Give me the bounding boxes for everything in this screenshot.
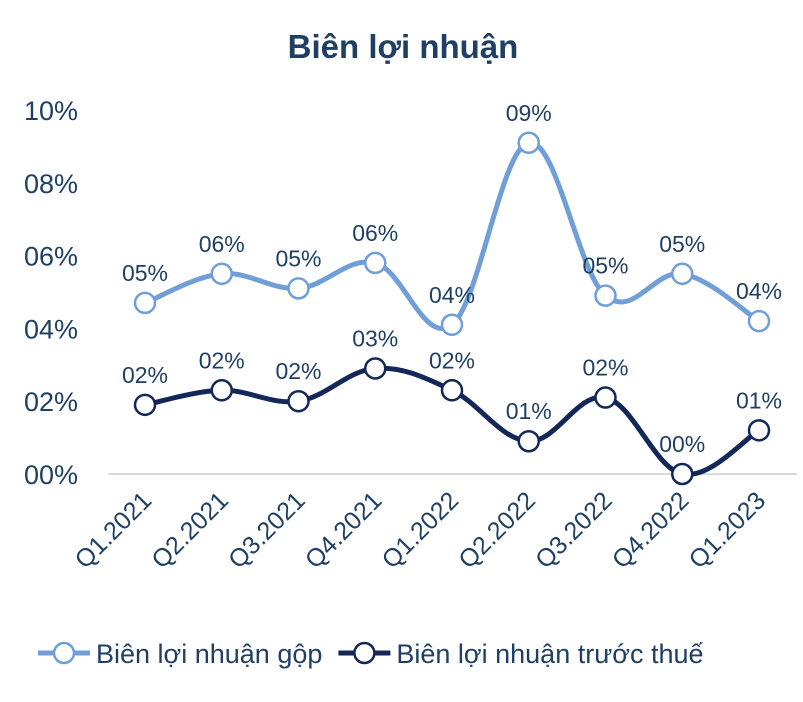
data-label: 05% — [275, 245, 321, 271]
data-label: 05% — [582, 253, 628, 279]
series-markers — [133, 131, 771, 486]
data-label: 02% — [199, 347, 245, 373]
y-tick-label: 10% — [24, 96, 78, 126]
x-tick-label: Q1.2023 — [684, 486, 772, 574]
data-label: 01% — [506, 398, 552, 424]
x-tick-label: Q1.2022 — [377, 486, 465, 574]
data-label: 00% — [659, 431, 705, 457]
data-label: 06% — [199, 231, 245, 257]
data-label: 06% — [352, 220, 398, 246]
data-point-marker — [287, 389, 310, 413]
data-label: 05% — [659, 231, 705, 257]
data-point-marker — [517, 131, 540, 155]
data-label: 02% — [122, 362, 168, 388]
data-label: 02% — [582, 355, 628, 381]
legend-label-1: Biên lợi nhuận gộp — [96, 639, 322, 669]
data-point-marker — [594, 386, 617, 409]
data-label: 04% — [429, 282, 475, 308]
data-point-marker — [210, 262, 233, 286]
data-point-marker — [287, 277, 310, 300]
data-point-marker — [671, 262, 694, 286]
series-line-2 — [142, 365, 762, 477]
data-point-marker — [671, 462, 694, 486]
data-point-marker — [747, 419, 771, 442]
data-point-marker — [364, 251, 387, 275]
y-tick-label: 08% — [24, 169, 78, 199]
data-point-marker — [747, 309, 771, 333]
x-tick-label: Q3.2021 — [223, 486, 311, 574]
series-line-1 — [142, 140, 762, 331]
x-tick-label: Q4.2021 — [300, 486, 388, 574]
series-lines — [142, 140, 762, 477]
data-label: 09% — [506, 100, 552, 126]
data-point-marker — [133, 291, 157, 315]
data-labels: 05% 06% 05% 06% 04% 09% 05% 05% 04% 02% 02% 02% 03% 0… — [122, 100, 782, 457]
data-point-marker — [133, 393, 157, 417]
y-tick-label: 02% — [24, 387, 78, 417]
data-point-marker — [594, 284, 617, 307]
data-label: 05% — [122, 260, 168, 286]
x-tick-label: Q4.2022 — [607, 486, 695, 574]
x-axis-ticks: Q1.2021Q2.2021Q3.2021Q4.2021Q1.2022Q2.20… — [70, 486, 772, 574]
y-tick-label: 04% — [24, 314, 78, 344]
legend-label-2: Biên lợi nhuận trước thuế — [396, 639, 703, 669]
data-label: 01% — [736, 387, 782, 413]
data-point-marker — [364, 357, 387, 380]
data-point-marker — [517, 429, 540, 453]
legend-marker-2 — [353, 641, 376, 665]
x-tick-label: Q1.2021 — [70, 486, 158, 574]
x-tick-label: Q3.2022 — [530, 486, 618, 574]
y-tick-label: 06% — [24, 242, 78, 272]
data-point-marker — [440, 313, 464, 337]
data-label: 04% — [736, 278, 782, 304]
legend: Biên lợi nhuận gộp Biên lợi nhuận trước t… — [38, 639, 704, 669]
y-tick-label: 00% — [24, 460, 78, 490]
data-label: 02% — [429, 347, 475, 373]
chart-title: Biên lợi nhuận — [288, 28, 519, 65]
legend-marker-1 — [52, 641, 76, 665]
x-tick-label: Q2.2021 — [146, 486, 234, 574]
x-tick-label: Q2.2022 — [453, 486, 541, 574]
data-label: 02% — [275, 358, 321, 384]
data-label: 03% — [352, 325, 398, 351]
y-axis-ticks: 00% 02% 04% 06% 08% 10% — [24, 96, 78, 490]
data-point-marker — [210, 379, 233, 402]
data-point-marker — [440, 379, 464, 402]
